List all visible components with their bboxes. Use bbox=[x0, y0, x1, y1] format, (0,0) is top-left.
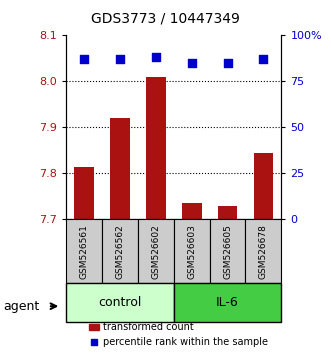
Bar bbox=[174, 283, 281, 322]
Point bbox=[189, 60, 194, 66]
Bar bbox=[66, 283, 174, 322]
Bar bbox=[102, 219, 138, 283]
Bar bbox=[246, 219, 281, 283]
Bar bbox=[182, 203, 202, 219]
Text: GSM526605: GSM526605 bbox=[223, 224, 232, 279]
Text: GSM526562: GSM526562 bbox=[116, 224, 124, 279]
Bar bbox=[146, 77, 166, 219]
Text: agent: agent bbox=[3, 300, 40, 313]
Point bbox=[225, 60, 230, 66]
Text: GSM526678: GSM526678 bbox=[259, 224, 268, 279]
Legend: transformed count, percentile rank within the sample: transformed count, percentile rank withi… bbox=[87, 320, 270, 349]
Text: GSM526561: GSM526561 bbox=[80, 224, 89, 279]
Bar bbox=[66, 219, 102, 283]
Bar bbox=[210, 219, 246, 283]
Text: GDS3773 / 10447349: GDS3773 / 10447349 bbox=[91, 11, 240, 25]
Bar bbox=[138, 219, 174, 283]
Point bbox=[153, 55, 159, 60]
Text: control: control bbox=[98, 296, 142, 309]
Text: GSM526602: GSM526602 bbox=[151, 224, 160, 279]
Point bbox=[261, 57, 266, 62]
Bar bbox=[174, 219, 210, 283]
Bar bbox=[218, 206, 237, 219]
Point bbox=[81, 57, 87, 62]
Text: GSM526603: GSM526603 bbox=[187, 224, 196, 279]
Bar bbox=[110, 118, 130, 219]
Point bbox=[117, 57, 122, 62]
Text: IL-6: IL-6 bbox=[216, 296, 239, 309]
Bar bbox=[254, 153, 273, 219]
Bar bbox=[74, 166, 94, 219]
